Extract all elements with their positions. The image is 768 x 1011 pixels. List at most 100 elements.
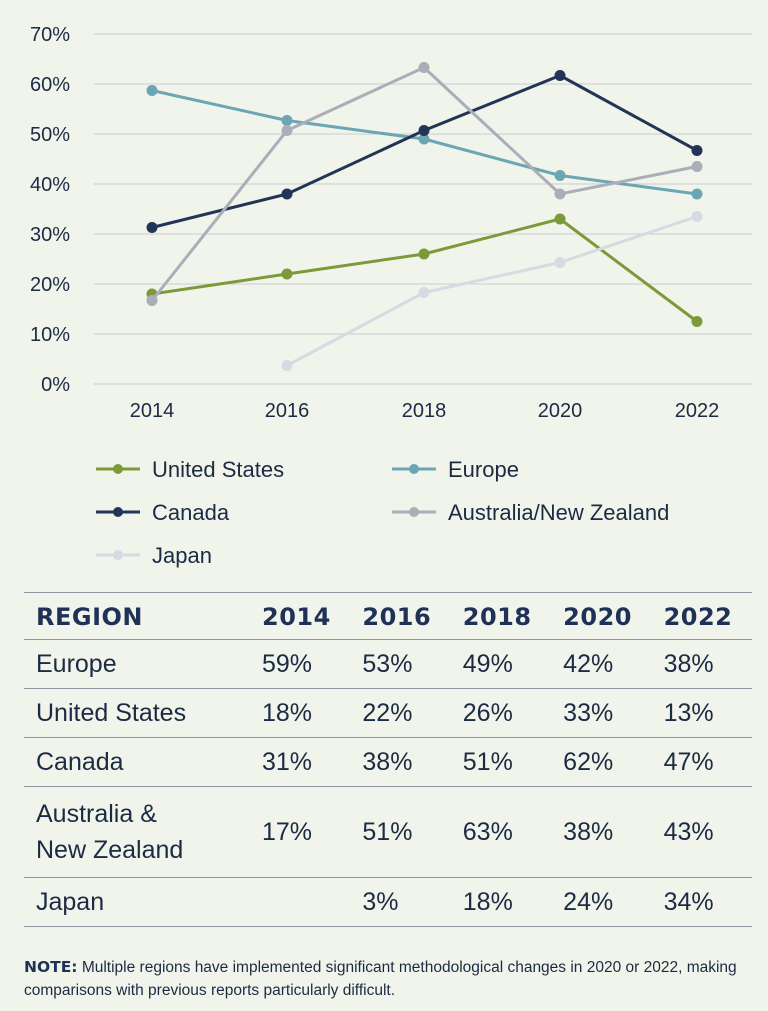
value-cell: 42%	[551, 639, 652, 689]
value-cell: 18%	[450, 877, 552, 927]
table-row-europe: Europe 59% 53% 49% 42% 38%	[24, 639, 752, 689]
legend-swatch-marker	[409, 464, 419, 474]
legend-swatch-marker	[113, 550, 123, 560]
data-point	[281, 188, 293, 200]
data-point	[418, 248, 430, 260]
chart-grid	[94, 33, 752, 385]
legend-entry: Canada	[96, 500, 230, 525]
region-cell: Canada	[24, 737, 250, 787]
chart-legend: United States Europe Canada Australia/New Z…	[96, 457, 669, 568]
x-tick-label: 2020	[538, 400, 583, 422]
data-point	[554, 257, 566, 268]
table-header-row: REGION 2014 2016 2018 2020 2022	[24, 592, 752, 640]
value-cell: 33%	[551, 688, 652, 738]
y-axis: 0% 10% 20% 30% 40% 50% 60% 70%	[30, 24, 70, 396]
value-cell: 18%	[250, 688, 351, 738]
value-cell: 38%	[651, 639, 752, 689]
value-cell: 13%	[651, 688, 752, 738]
y-tick-label: 10%	[30, 324, 70, 346]
x-tick-label: 2018	[402, 400, 447, 422]
data-point	[418, 133, 430, 145]
legend-label: United States	[152, 457, 284, 482]
x-tick-label: 2022	[675, 400, 720, 422]
chart-series	[146, 62, 703, 371]
legend-entry: United States	[96, 457, 284, 482]
value-cell: 3%	[350, 877, 451, 927]
legend-label: Australia/New Zealand	[448, 500, 669, 525]
header-region: REGION	[24, 592, 250, 640]
y-tick-label: 0%	[41, 374, 70, 396]
x-tick-label: 2014	[130, 400, 175, 422]
value-cell: 22%	[350, 688, 451, 738]
legend-swatch-marker	[409, 507, 419, 517]
legend-swatch-marker	[113, 507, 123, 517]
data-point	[281, 360, 293, 371]
value-cell: 53%	[350, 639, 451, 689]
data-point	[146, 222, 158, 233]
value-cell: 31%	[250, 737, 351, 787]
data-point	[691, 316, 703, 327]
header-2014: 2014	[250, 592, 351, 640]
y-tick-label: 50%	[30, 124, 70, 146]
series-europe	[146, 85, 703, 200]
value-cell: 38%	[350, 737, 451, 787]
data-point	[691, 211, 703, 222]
value-cell: 34%	[651, 877, 752, 927]
header-2020: 2020	[551, 592, 652, 640]
data-point	[691, 161, 703, 172]
value-cell: 24%	[551, 877, 652, 927]
value-cell: 49%	[450, 639, 552, 689]
y-tick-label: 30%	[30, 224, 70, 246]
series-australia-new-zealand	[146, 62, 703, 306]
value-cell: 51%	[350, 786, 451, 878]
note-text: Multiple regions have implemented signif…	[24, 959, 737, 999]
region-cell: United States	[24, 688, 250, 738]
series-line-canada	[151, 74, 698, 229]
legend-label: Canada	[152, 500, 230, 525]
footnote: NOTE: Multiple regions have implemented …	[24, 956, 744, 1002]
table-row-japan: Japan 3% 18% 24% 34%	[24, 877, 752, 927]
data-point	[281, 115, 293, 126]
data-point	[281, 268, 293, 280]
data-point	[691, 188, 703, 200]
data-point	[554, 213, 566, 225]
value-cell: 17%	[250, 786, 351, 878]
table-row-united-states: United States 18% 22% 26% 33% 13%	[24, 688, 752, 738]
region-line-1: Australia &	[36, 800, 157, 828]
y-tick-label: 60%	[30, 74, 70, 96]
region-cell: Europe	[24, 639, 250, 689]
value-cell: 38%	[551, 786, 652, 878]
table-row-australia-new-zealand: Australia & New Zealand 17% 51% 63% 38% 4…	[24, 786, 752, 878]
legend-entry: Japan	[96, 543, 212, 568]
x-axis: 2014 2016 2018 2020 2022	[130, 400, 720, 422]
series-japan	[281, 211, 703, 371]
legend-label: Japan	[152, 543, 212, 568]
note-label: NOTE:	[24, 958, 78, 976]
legend-entry: Australia/New Zealand	[392, 500, 669, 525]
legend-label: Europe	[448, 457, 519, 482]
header-2016: 2016	[350, 592, 451, 640]
legend-entry: Europe	[392, 457, 519, 482]
data-table: REGION 2014 2016 2018 2020 2022 Europe 5…	[24, 592, 752, 927]
value-cell: 63%	[450, 786, 552, 878]
data-point	[554, 170, 566, 181]
y-tick-label: 70%	[30, 24, 70, 46]
value-cell: 47%	[651, 737, 752, 787]
data-point	[554, 70, 566, 81]
series-line-japan	[286, 215, 698, 367]
region-cell: Australia & New Zealand	[24, 786, 250, 878]
data-point	[418, 287, 430, 298]
y-tick-label: 40%	[30, 174, 70, 196]
table-row-canada: Canada 31% 38% 51% 62% 47%	[24, 737, 752, 787]
value-cell: 59%	[250, 639, 351, 689]
series-canada	[146, 70, 703, 233]
data-point	[146, 295, 158, 306]
x-tick-label: 2016	[265, 400, 310, 422]
series-united-states	[146, 213, 703, 327]
data-point	[418, 62, 430, 73]
data-point	[146, 85, 158, 96]
value-cell: 51%	[450, 737, 552, 787]
y-tick-label: 20%	[30, 274, 70, 296]
data-point	[418, 125, 430, 136]
data-point	[691, 145, 703, 156]
